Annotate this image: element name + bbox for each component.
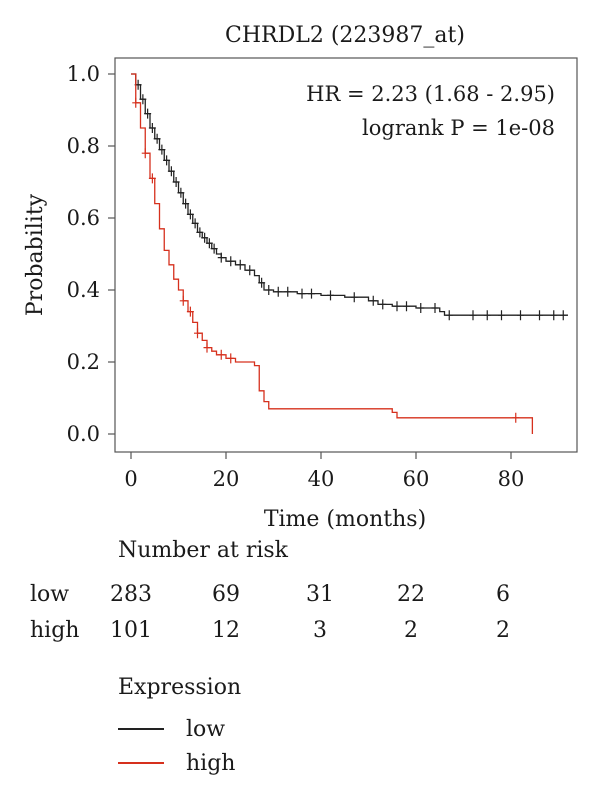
censor-mark-low [144,108,152,119]
censor-mark-low [431,303,439,313]
legend-title: Expression [118,675,242,700]
y-tick-label: 0.8 [67,134,100,158]
x-tick-label: 80 [498,467,525,491]
risk-row-high: high 101 12 3 2 2 [0,618,600,650]
censor-mark-high [203,342,211,353]
censor-mark-low [167,166,175,177]
y-tick-label: 0.4 [67,278,100,302]
censor-mark-low [201,232,209,243]
censor-mark-low [369,295,377,306]
censor-mark-low [191,218,199,229]
censor-mark-low [148,123,156,133]
censor-mark-low [182,198,190,209]
censor-mark-high [194,328,201,339]
risk-cell: 31 [306,582,334,607]
censor-mark-low [393,301,401,312]
censor-mark-low [298,288,306,299]
censor-mark-low [196,227,204,238]
censor-mark-high [141,148,149,159]
censor-mark-high [148,173,156,184]
risk-cell: 6 [496,582,510,607]
censor-mark-low [227,256,235,267]
chart-title: CHRDL2 (223987_at) [225,23,465,48]
survival-curve-high [131,73,534,434]
censor-mark-low [186,209,194,220]
censor-mark-low [210,243,218,254]
censor-mark-low [205,238,213,249]
legend-item-low: low [118,712,241,746]
x-axis: 0 20 40 60 80 [124,452,524,491]
y-tick-label: 1.0 [67,62,100,86]
censor-mark-high [227,353,235,364]
censor-mark-low [274,286,282,297]
legend-item-high: high [118,746,241,780]
censor-mark-high [512,412,520,423]
censor-mark-low [153,133,161,144]
censor-mark-low [158,144,166,155]
censor-mark-low [284,286,292,297]
survival-curve-low [131,73,568,316]
logrank-annotation: logrank P = 1e-08 [362,116,555,140]
censor-mark-low [379,299,387,310]
censor-mark-high [186,306,194,317]
censor-mark-low [550,310,558,321]
x-tick-label: 60 [403,467,430,491]
x-tick-label: 20 [213,467,240,491]
risk-cell: 12 [212,618,240,643]
risk-cell: 101 [110,618,152,643]
censor-mark-low [139,94,147,105]
censor-mark-low [265,285,273,295]
risk-cell: 283 [110,582,152,607]
censor-mark-low [498,310,505,321]
legend-swatch-high [118,762,164,764]
risk-row-low: low 283 69 31 22 6 [0,582,600,614]
censor-mark-low [177,187,185,198]
censor-mark-high [179,295,187,306]
legend-label-low: low [186,716,226,742]
y-tick-label: 0.6 [67,206,100,230]
censor-mark-low [483,310,491,321]
censor-mark-low [417,303,425,313]
censor-mark-low [536,310,543,321]
censor-mark-low [517,310,524,321]
risk-row-label: low [30,582,70,607]
plot-frame [114,57,578,453]
y-tick-label: 0.2 [67,350,100,374]
risk-cell: 22 [397,582,425,607]
censor-mark-low [559,310,567,321]
risk-cell: 3 [313,618,327,643]
censor-mark-low [258,277,266,288]
censor-mark-low [403,301,410,312]
risk-table: Number at risk low 283 69 31 22 6 high 1… [0,538,600,648]
x-tick-label: 40 [308,467,335,491]
legend-label-high: high [186,750,236,776]
risk-row-label: high [30,618,80,643]
risk-cell: 2 [404,618,418,643]
y-tick-label: 0.0 [67,422,100,446]
censor-mark-low [469,310,477,321]
y-axis: 0.0 0.2 0.4 0.6 0.8 1.0 [67,62,115,446]
censor-mark-low [236,259,244,270]
censor-mark-low [350,292,358,303]
censor-mark-low [217,252,225,263]
censor-mark-low [327,290,334,301]
risk-cell: 69 [212,582,240,607]
km-chart: CHRDL2 (223987_at) 0.0 0.2 0.4 0.6 0.8 1.0 0 2… [23,23,578,532]
censor-mark-low [163,155,171,166]
legend-swatch-low [118,728,164,730]
risk-cell: 2 [496,618,510,643]
censor-mark-low [246,265,254,276]
censor-mark-high [132,97,140,108]
series-layer [131,73,568,434]
censor-mark-high [217,349,225,360]
x-tick-label: 0 [124,467,137,491]
hazard-ratio-annotation: HR = 2.23 (1.68 - 2.95) [306,82,555,106]
legend: Expression low high [118,675,241,780]
y-axis-label: Probability [23,193,48,316]
censor-mark-low [308,288,315,299]
risk-table-title: Number at risk [118,538,289,563]
x-axis-label: Time (months) [264,507,426,532]
censor-mark-low [445,310,453,321]
censor-mark-low [172,177,180,187]
